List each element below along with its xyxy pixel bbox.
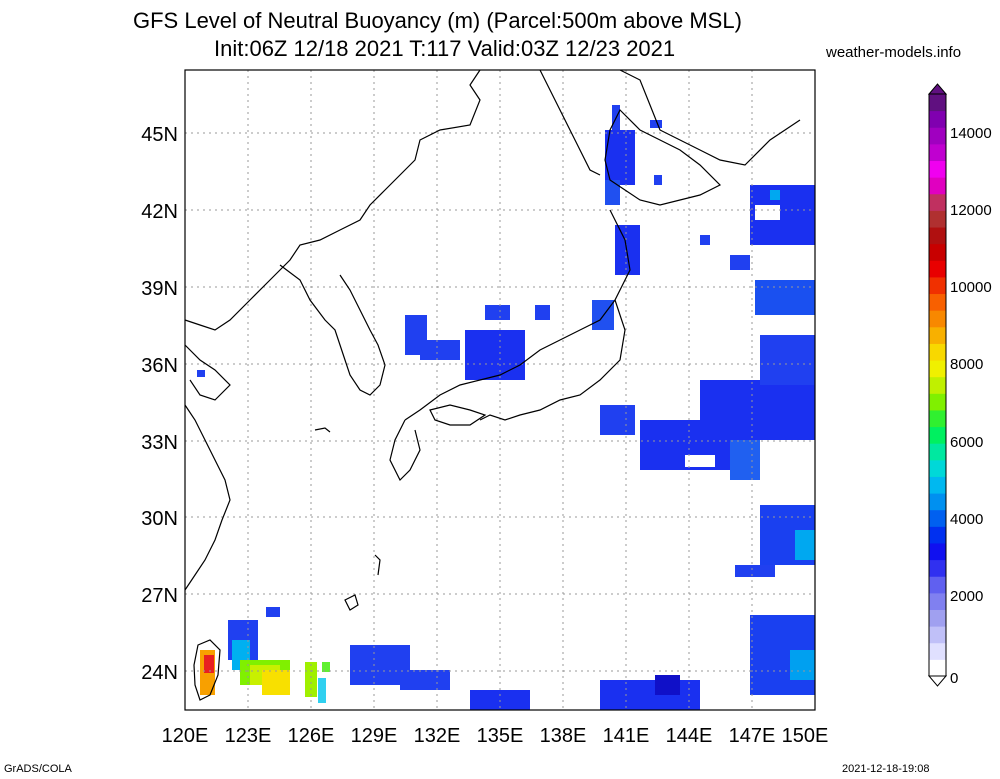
colorbar-swatch	[929, 293, 946, 311]
credit-label: weather-models.info	[826, 44, 962, 61]
lat-label-39n: 39N	[141, 278, 178, 300]
colorbar-swatch	[929, 443, 946, 461]
lon-label-141e: 141E	[603, 725, 650, 747]
lon-label-126e: 126E	[288, 725, 335, 747]
colorbar-swatch	[929, 609, 946, 627]
colorbar-swatch	[929, 210, 946, 228]
cb-label-0: 0	[950, 670, 958, 687]
colorbar-swatch	[929, 393, 946, 411]
cb-label-4000: 4000	[950, 511, 983, 528]
colorbar-swatch	[929, 426, 946, 444]
colorbar-swatch	[929, 576, 946, 594]
lat-label-42n: 42N	[141, 201, 178, 223]
cb-label-10000: 10000	[950, 279, 992, 296]
lon-label-150e: 150E	[782, 725, 829, 747]
cb-label-2000: 2000	[950, 588, 983, 605]
colorbar-swatch	[929, 559, 946, 577]
cb-label-12000: 12000	[950, 202, 992, 219]
colorbar-swatch	[929, 110, 946, 128]
colorbar-swatch	[929, 310, 946, 328]
colorbar-swatch	[929, 94, 946, 112]
colorbar-swatch	[929, 409, 946, 428]
lon-label-129e: 129E	[351, 725, 398, 747]
colorbar-swatch	[929, 260, 946, 278]
lon-label-138e: 138E	[540, 725, 587, 747]
colorbar-swatch	[929, 177, 946, 195]
colorbar-swatch	[929, 542, 946, 561]
colorbar-swatch	[929, 493, 946, 511]
lat-lon-grid	[185, 70, 815, 710]
buoyancy-shading	[197, 105, 815, 710]
colorbar-swatch	[929, 127, 946, 145]
colorbar-bottom-arrow	[927, 675, 948, 687]
lon-label-120e: 120E	[162, 725, 209, 747]
map-title-line2: Init:06Z 12/18 2021 T:117 Valid:03Z 12/2…	[214, 36, 676, 61]
colorbar-swatch	[929, 360, 946, 378]
colorbar-swatch	[929, 276, 946, 295]
colorbar-frame	[928, 93, 947, 677]
lat-label-30n: 30N	[141, 508, 178, 530]
colorbar-swatch	[929, 243, 946, 261]
lat-label-33n: 33N	[141, 432, 178, 454]
lon-label-132e: 132E	[414, 725, 461, 747]
lat-label-24n: 24N	[141, 662, 178, 684]
colorbar-swatch	[929, 592, 946, 610]
latitude-labels: 45N 42N 39N 36N 33N 30N 27N 24N	[141, 124, 178, 684]
lon-label-144e: 144E	[666, 725, 713, 747]
colorbar	[927, 83, 948, 687]
colorbar-swatch	[929, 626, 946, 644]
colorbar-swatch	[929, 160, 946, 178]
longitude-labels: 120E 123E 126E 129E 132E 135E 138E 141E …	[162, 725, 829, 747]
lon-label-147e: 147E	[729, 725, 776, 747]
colorbar-swatch	[929, 659, 946, 677]
cb-label-6000: 6000	[950, 434, 983, 451]
lat-label-45n: 45N	[141, 124, 178, 146]
lon-label-123e: 123E	[225, 725, 272, 747]
lon-label-135e: 135E	[477, 725, 524, 747]
colorbar-swatch	[929, 526, 946, 544]
colorbar-swatch	[929, 642, 946, 660]
lat-label-27n: 27N	[141, 585, 178, 607]
colorbar-labels: 14000 12000 10000 8000 6000 4000 2000 0	[950, 125, 992, 687]
colorbar-swatch	[929, 143, 946, 162]
footer-timestamp: 2021-12-18-19:08	[842, 763, 930, 775]
footer-software-label: GrADS/COLA	[4, 763, 72, 775]
map-title-line1: GFS Level of Neutral Buoyancy (m) (Parce…	[133, 8, 742, 33]
colorbar-swatch	[929, 376, 946, 394]
colorbar-swatch	[929, 476, 946, 494]
cb-label-14000: 14000	[950, 125, 992, 142]
colorbar-top-arrow	[927, 83, 948, 95]
colorbar-swatch	[929, 227, 946, 245]
cb-label-8000: 8000	[950, 356, 983, 373]
map-panel	[184, 69, 816, 711]
colorbar-swatch	[929, 326, 946, 344]
lat-label-36n: 36N	[141, 355, 178, 377]
colorbar-swatch	[929, 193, 946, 211]
colorbar-swatch	[929, 343, 946, 361]
colorbar-swatch	[929, 459, 946, 477]
coastlines	[184, 69, 801, 701]
colorbar-swatch	[929, 509, 946, 527]
